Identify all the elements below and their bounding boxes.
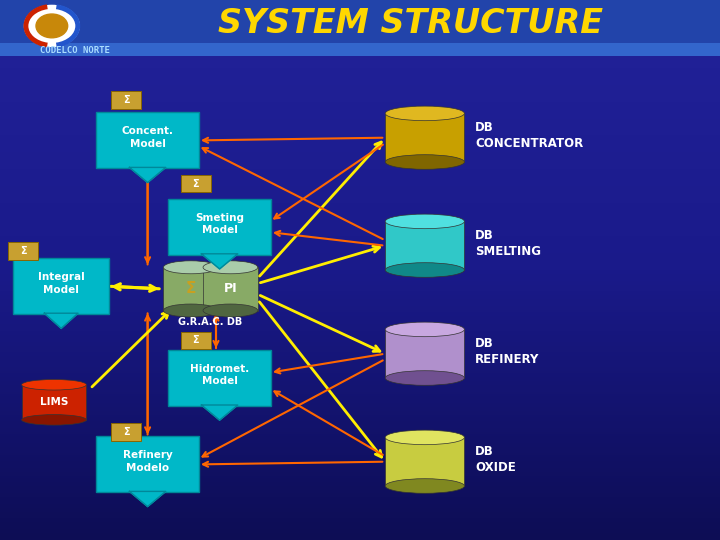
Bar xyxy=(385,329,464,378)
Polygon shape xyxy=(202,405,238,420)
Polygon shape xyxy=(130,491,166,507)
Text: LIMS: LIMS xyxy=(40,397,68,407)
Text: Integral
Model: Integral Model xyxy=(38,272,84,295)
Text: DB: DB xyxy=(475,446,494,458)
Bar xyxy=(385,113,464,162)
Ellipse shape xyxy=(163,304,218,317)
Ellipse shape xyxy=(203,261,258,274)
FancyBboxPatch shape xyxy=(168,350,271,406)
Bar xyxy=(385,221,464,270)
FancyBboxPatch shape xyxy=(111,91,141,109)
FancyBboxPatch shape xyxy=(13,258,109,314)
Text: Σ: Σ xyxy=(19,246,27,256)
Ellipse shape xyxy=(22,380,86,390)
Bar xyxy=(22,384,86,420)
Ellipse shape xyxy=(385,370,464,386)
Polygon shape xyxy=(130,167,166,183)
Bar xyxy=(203,267,258,310)
FancyBboxPatch shape xyxy=(111,423,141,441)
Ellipse shape xyxy=(385,106,464,120)
Ellipse shape xyxy=(385,430,464,445)
FancyBboxPatch shape xyxy=(181,175,211,192)
FancyBboxPatch shape xyxy=(168,199,271,255)
Text: Refinery
Modelo: Refinery Modelo xyxy=(122,450,173,473)
Text: SMELTING: SMELTING xyxy=(475,245,541,258)
Text: Smeting
Model: Smeting Model xyxy=(195,213,244,235)
Bar xyxy=(0,43,720,56)
Ellipse shape xyxy=(385,214,464,229)
FancyBboxPatch shape xyxy=(8,242,38,260)
Bar xyxy=(163,267,218,310)
FancyBboxPatch shape xyxy=(181,332,211,349)
Text: DB: DB xyxy=(475,338,494,350)
Text: REFINERY: REFINERY xyxy=(475,353,539,366)
Text: SYSTEM STRUCTURE: SYSTEM STRUCTURE xyxy=(218,6,603,40)
Text: Σ: Σ xyxy=(186,281,196,296)
Ellipse shape xyxy=(385,322,464,337)
Circle shape xyxy=(36,14,68,38)
Text: G.R.A.C. DB: G.R.A.C. DB xyxy=(179,318,243,327)
FancyBboxPatch shape xyxy=(96,436,199,492)
Circle shape xyxy=(24,5,79,46)
Text: Σ: Σ xyxy=(122,427,130,437)
Bar xyxy=(385,437,464,486)
Text: OXIDE: OXIDE xyxy=(475,461,516,474)
Ellipse shape xyxy=(385,262,464,278)
Text: Σ: Σ xyxy=(192,179,199,188)
Ellipse shape xyxy=(385,479,464,494)
Polygon shape xyxy=(45,313,78,328)
Text: DB: DB xyxy=(475,230,494,242)
Ellipse shape xyxy=(385,154,464,170)
FancyBboxPatch shape xyxy=(96,112,199,168)
Ellipse shape xyxy=(22,415,86,425)
Ellipse shape xyxy=(163,261,218,274)
Bar xyxy=(0,0,720,44)
Text: Hidromet.
Model: Hidromet. Model xyxy=(190,364,249,387)
Text: Σ: Σ xyxy=(122,95,130,105)
Text: PI: PI xyxy=(224,282,237,295)
Text: CODELCO NORTE: CODELCO NORTE xyxy=(40,46,109,55)
Text: Concent.
Model: Concent. Model xyxy=(122,126,174,149)
Polygon shape xyxy=(202,254,238,269)
Text: DB: DB xyxy=(475,122,494,134)
Ellipse shape xyxy=(203,304,258,317)
Text: Σ: Σ xyxy=(192,335,199,345)
Text: CONCENTRATOR: CONCENTRATOR xyxy=(475,137,583,150)
